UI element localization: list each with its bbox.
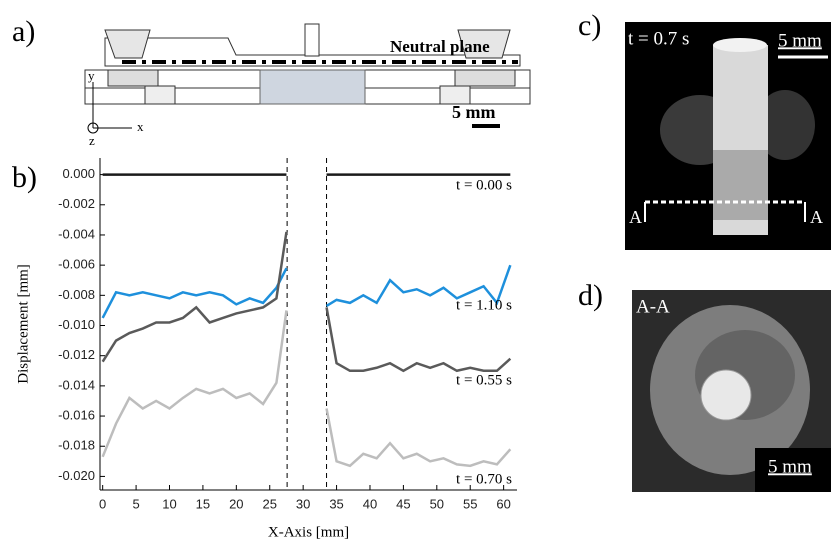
panel-label: b) <box>12 161 37 194</box>
ct-section <box>632 290 831 492</box>
section-label: A <box>629 207 642 227</box>
x-tick-label: 55 <box>463 496 477 511</box>
series-line <box>101 264 512 319</box>
annotation: Neutral plane <box>390 37 490 56</box>
series-line <box>101 231 512 373</box>
x-tick-label: 10 <box>162 496 176 511</box>
y-tick-label: -0.012 <box>58 347 95 362</box>
series-line <box>101 310 512 468</box>
ct-image <box>625 22 831 250</box>
series-label: t = 0.70 s <box>456 471 512 487</box>
x-tick-label: 60 <box>496 496 510 511</box>
y-tick-label: -0.002 <box>58 196 95 211</box>
schematic <box>84 23 531 134</box>
x-tick-label: 50 <box>430 496 444 511</box>
x-tick-label: 0 <box>99 496 106 511</box>
y-tick-label: -0.014 <box>58 377 95 392</box>
section-label: A-A <box>636 296 670 317</box>
y-axis-title: Displacement [mm] <box>15 264 31 384</box>
panel-label: c) <box>578 9 601 42</box>
x-tick-label: 30 <box>296 496 310 511</box>
y-tick-label: -0.006 <box>58 257 95 272</box>
section-label: A <box>810 207 823 227</box>
scale-bar-label: 5 mm <box>778 30 822 51</box>
y-tick-label: -0.016 <box>58 407 95 422</box>
scale-bar-label: 5 mm <box>768 456 812 477</box>
scale-bar-label: 5 mm <box>452 102 496 122</box>
x-tick-label: 45 <box>396 496 410 511</box>
series-label: t = 0.55 s <box>456 372 512 388</box>
x-tick-label: 15 <box>196 496 210 511</box>
series-label: t = 0.00 s <box>456 177 512 193</box>
y-tick-label: -0.010 <box>58 317 95 332</box>
x-axis-title: X-Axis [mm] <box>268 524 349 540</box>
time-label: t = 0.7 s <box>628 28 689 49</box>
chart: 0.000 -0.002 -0.004 -0.006 -0.008 -0.010 -0.01… <box>15 158 517 540</box>
axis-label: z <box>89 133 95 148</box>
y-tick-label: -0.020 <box>58 468 95 483</box>
y-tick-label: -0.004 <box>58 226 95 241</box>
y-tick-label: -0.008 <box>58 287 95 302</box>
x-tick-label: 5 <box>132 496 139 511</box>
series-label: t = 1.10 s <box>456 297 512 313</box>
axis-label: y <box>88 68 95 83</box>
axis-label: x <box>137 119 144 134</box>
y-tick-label: 0.000 <box>62 166 95 181</box>
panel-label: a) <box>12 15 35 48</box>
x-tick-label: 40 <box>363 496 377 511</box>
y-tick-label: -0.018 <box>58 438 95 453</box>
panel-label: d) <box>578 279 603 312</box>
x-tick-label: 20 <box>229 496 243 511</box>
x-tick-label: 35 <box>329 496 343 511</box>
x-tick-label: 25 <box>263 496 277 511</box>
